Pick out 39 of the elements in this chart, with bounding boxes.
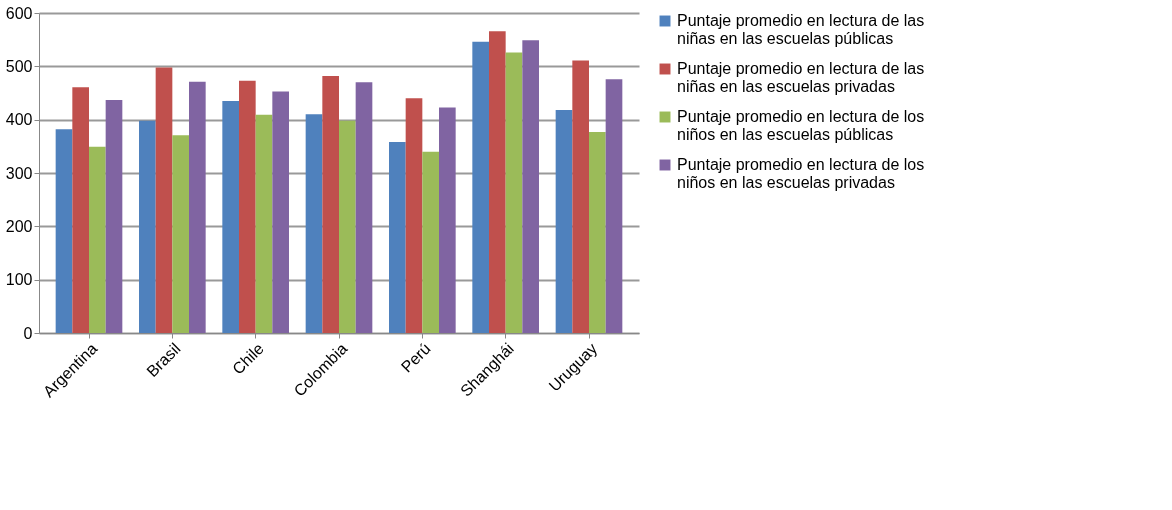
bar [405, 98, 423, 333]
bar [72, 87, 89, 333]
bar [322, 75, 339, 333]
y-tick-label: 400 [5, 111, 33, 129]
bar [55, 129, 73, 333]
bar [605, 79, 623, 333]
bar [389, 142, 406, 333]
legend-label: Puntaje promedio en lectura de las niñas en las escuelas públicas [677, 12, 925, 47]
bar [589, 131, 606, 333]
bar [439, 107, 456, 333]
y-tick-label: 100 [5, 271, 33, 289]
bar [489, 31, 506, 333]
bar [139, 120, 156, 333]
y-tick-label: 0 [23, 324, 33, 342]
bar [272, 91, 289, 333]
bar [505, 52, 523, 333]
bar [172, 135, 189, 333]
bar [239, 80, 256, 333]
bar [422, 151, 439, 333]
bar [355, 82, 373, 333]
y-tick-label: 300 [5, 164, 33, 182]
y-tick-label: 200 [5, 217, 33, 235]
legend-label: Puntaje promedio en lectura de los niños en las escuelas privadas [677, 156, 925, 191]
bar [189, 81, 206, 333]
bar [472, 41, 489, 333]
bar [89, 146, 106, 333]
bar [255, 114, 273, 333]
legend-label: Puntaje promedio en lectura de los niños en las escuelas públicas [677, 108, 925, 143]
y-tick-label: 500 [5, 57, 33, 75]
bar [222, 101, 239, 333]
bar [555, 110, 573, 333]
legend-label: Puntaje promedio en lectura de las niñas en las escuelas privadas [677, 60, 925, 95]
bar [105, 99, 123, 333]
bar [572, 60, 589, 333]
bar [522, 40, 539, 333]
bar [305, 114, 323, 333]
bar [155, 67, 173, 333]
y-tick-label: 600 [5, 4, 33, 22]
bar [339, 120, 356, 333]
